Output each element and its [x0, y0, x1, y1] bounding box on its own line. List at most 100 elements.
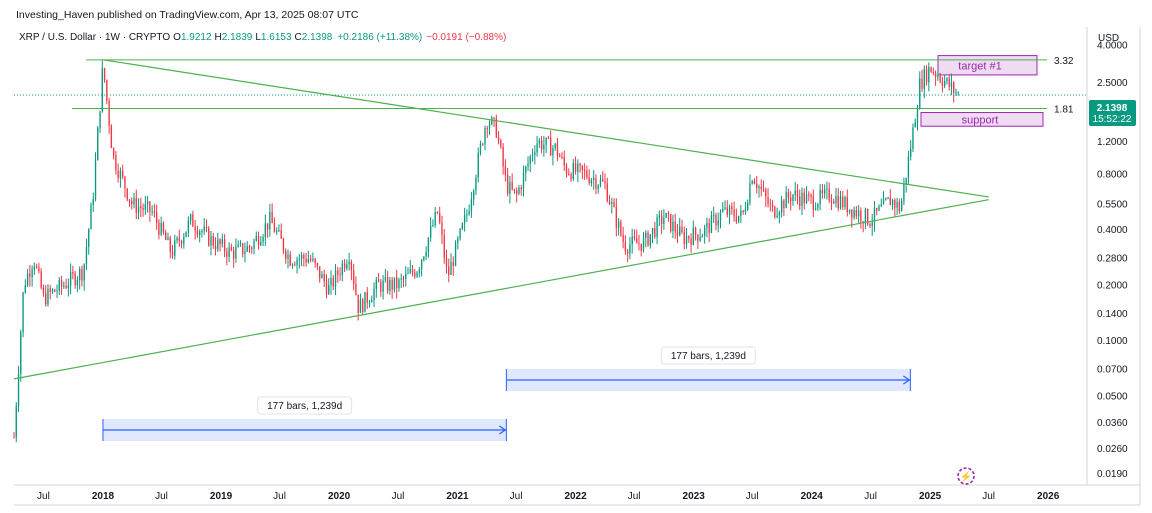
- open-value: 1.9212: [180, 32, 212, 43]
- candle-body: [586, 170, 588, 178]
- upper-trend-line[interactable]: [102, 59, 989, 198]
- candle-body: [626, 251, 629, 254]
- time-tick-label: Jul: [392, 491, 405, 502]
- candle-body: [916, 108, 919, 123]
- candle-body: [919, 78, 921, 109]
- candle-body: [232, 250, 235, 259]
- candle-body: [242, 243, 244, 255]
- candle-body: [266, 223, 269, 230]
- close-value: 2.1398: [301, 32, 333, 43]
- candle-body: [869, 224, 871, 227]
- candle-body: [547, 137, 550, 139]
- candle-body: [110, 125, 113, 149]
- time-tick-label: Jul: [628, 491, 641, 502]
- candle-body: [900, 200, 903, 212]
- candle-body: [658, 215, 661, 218]
- candle-body: [889, 197, 892, 206]
- candle-body: [882, 199, 885, 205]
- date-range-label-box: [660, 346, 756, 365]
- candle-body: [735, 216, 738, 222]
- candle-body: [255, 236, 257, 241]
- price-tick-label: 0.2800: [1097, 254, 1128, 265]
- candle-body: [606, 183, 608, 202]
- date-range-1[interactable]: 177 bars, 1,239d: [102, 396, 507, 441]
- candle-body: [676, 231, 679, 236]
- candle-body: [860, 210, 862, 222]
- candle-body: [47, 288, 49, 305]
- candle-body: [217, 239, 219, 250]
- candle-body: [828, 188, 830, 201]
- candle-body: [83, 264, 85, 281]
- candle-body: [681, 226, 683, 232]
- candle-body: [69, 271, 72, 286]
- time-tick-label: Jul: [37, 491, 50, 502]
- candle-body: [506, 174, 509, 194]
- candle-body: [205, 226, 208, 229]
- candle-body: [189, 214, 192, 221]
- candle-body: [275, 230, 278, 233]
- candle-body: [554, 143, 556, 148]
- candle-body: [346, 264, 348, 269]
- currency-label[interactable]: USD: [1098, 33, 1120, 44]
- candle-body: [597, 185, 599, 189]
- candle-body: [463, 215, 466, 224]
- candle-body: [31, 269, 33, 277]
- candle-body: [538, 140, 541, 144]
- candle-body: [833, 201, 835, 204]
- candle-body: [873, 207, 876, 223]
- candle-body: [414, 272, 416, 277]
- candle-body: [923, 69, 925, 89]
- candle-body: [393, 277, 396, 290]
- symbol-name[interactable]: XRP / U.S. Dollar · 1W · CRYPTO: [19, 32, 171, 43]
- candle-body: [167, 237, 169, 240]
- date-range-2[interactable]: 177 bars, 1,239d: [505, 346, 911, 391]
- candle-body: [106, 80, 108, 101]
- candle-body: [13, 437, 15, 439]
- candle-body: [504, 166, 507, 175]
- candle-body: [948, 78, 950, 87]
- candle-body: [534, 152, 536, 155]
- candle-body: [108, 100, 110, 126]
- candle-body: [226, 251, 228, 257]
- candle-body: [434, 211, 436, 226]
- candle-body: [314, 258, 316, 264]
- candle-body: [271, 211, 273, 224]
- candle-body: [620, 221, 622, 235]
- candle-body: [85, 246, 88, 265]
- candle-body: [559, 155, 561, 157]
- candle-body: [239, 243, 242, 245]
- candle-body: [946, 78, 948, 82]
- current-price-badge: [1089, 100, 1136, 126]
- candle-body: [244, 251, 246, 255]
- candle-body: [561, 156, 563, 158]
- candle-body: [368, 302, 371, 304]
- candle-body: [910, 148, 912, 157]
- candle-body: [744, 209, 747, 213]
- candle-body: [728, 206, 731, 215]
- candle-body: [432, 225, 434, 227]
- candle-body: [647, 232, 649, 246]
- candle-body: [291, 264, 294, 266]
- candle-body: [51, 289, 54, 292]
- lower-trend-line[interactable]: [13, 199, 989, 380]
- candle-body: [67, 285, 70, 288]
- candle-body: [319, 266, 321, 279]
- candle-body: [377, 279, 380, 283]
- candle-body: [398, 279, 400, 289]
- time-axis[interactable]: Jul 2018 Jul 2019 Jul 2020 Jul 2021 Jul 2022 Jul 20…: [37, 491, 1060, 502]
- candle-body: [921, 78, 923, 89]
- candle-body: [201, 231, 203, 233]
- candle-body: [688, 236, 690, 239]
- candle-body: [651, 228, 654, 235]
- candle-body: [588, 177, 590, 184]
- candle-body: [898, 201, 901, 212]
- price-tick-label: 0.1000: [1097, 336, 1128, 347]
- candle-body: [22, 292, 24, 333]
- candle-body: [740, 210, 742, 216]
- candle-body: [210, 236, 212, 246]
- candle-body: [762, 189, 765, 191]
- candle-body: [38, 267, 40, 272]
- candle-body: [502, 147, 504, 167]
